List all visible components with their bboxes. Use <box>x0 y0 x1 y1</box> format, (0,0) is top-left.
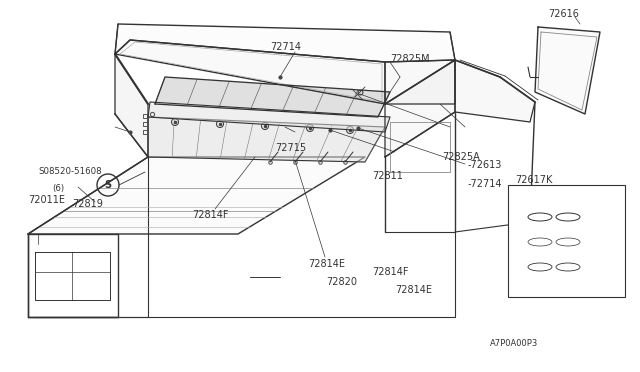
Polygon shape <box>28 157 365 234</box>
Text: (CAN): (CAN) <box>522 189 550 199</box>
Polygon shape <box>535 27 600 114</box>
Text: -72714: -72714 <box>468 179 502 189</box>
Text: 72617K: 72617K <box>515 175 552 185</box>
Text: (6): (6) <box>52 183 64 192</box>
Text: S08520-51608: S08520-51608 <box>38 167 102 176</box>
Polygon shape <box>385 60 455 104</box>
Text: 72814F: 72814F <box>372 267 408 277</box>
Text: 72814F: 72814F <box>192 210 228 220</box>
Text: 72811: 72811 <box>372 171 403 181</box>
Polygon shape <box>148 102 390 132</box>
Text: 72011E: 72011E <box>28 195 65 205</box>
Text: 72819: 72819 <box>72 199 103 209</box>
Polygon shape <box>115 40 385 104</box>
Text: 72825M: 72825M <box>390 54 429 64</box>
Polygon shape <box>155 77 390 117</box>
Text: A7P0A00P3: A7P0A00P3 <box>490 340 538 349</box>
Text: 72715: 72715 <box>275 143 306 153</box>
Text: 72714: 72714 <box>270 42 301 52</box>
Text: 72820: 72820 <box>326 277 357 287</box>
Text: 72814E: 72814E <box>395 285 432 295</box>
Polygon shape <box>455 60 535 122</box>
Polygon shape <box>385 60 455 157</box>
Text: S: S <box>104 180 111 190</box>
Polygon shape <box>148 117 385 162</box>
Polygon shape <box>115 54 148 157</box>
Text: -72613: -72613 <box>468 160 502 170</box>
Polygon shape <box>115 24 455 62</box>
Text: 72814E: 72814E <box>308 259 345 269</box>
Text: 72616: 72616 <box>548 9 579 19</box>
Bar <box>508 185 625 297</box>
Text: 72825A: 72825A <box>442 152 480 162</box>
